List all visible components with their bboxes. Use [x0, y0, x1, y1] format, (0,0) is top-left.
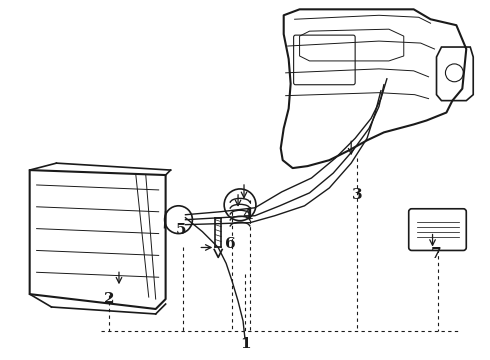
Text: 5: 5 — [175, 222, 186, 237]
Text: 2: 2 — [104, 292, 114, 306]
Text: 1: 1 — [240, 337, 250, 351]
Text: 7: 7 — [431, 247, 442, 261]
Text: 6: 6 — [225, 238, 235, 252]
Text: 4: 4 — [243, 208, 253, 222]
Text: 3: 3 — [352, 188, 363, 202]
